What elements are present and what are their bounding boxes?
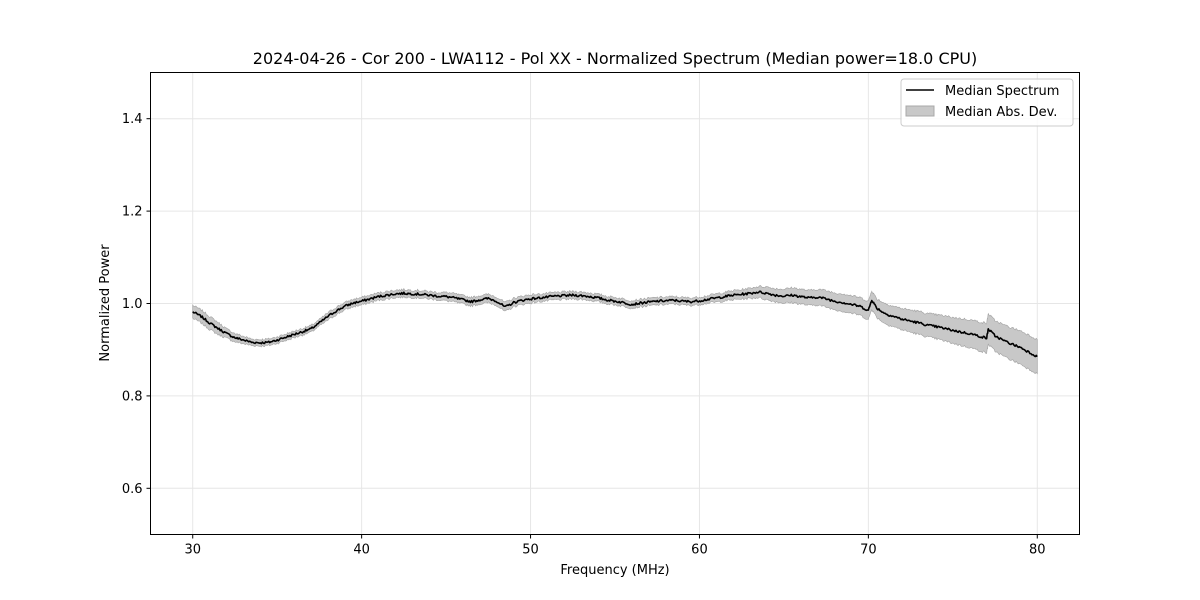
- x-axis-label: Frequency (MHz): [560, 563, 669, 578]
- y-tick-label: 0.6: [122, 482, 143, 497]
- x-tick-label: 60: [691, 543, 708, 558]
- y-tick-label: 1.4: [122, 112, 143, 127]
- x-axis: 30 40 50 60 70 80: [184, 534, 1046, 558]
- mad-band: [192, 285, 1038, 375]
- x-tick-label: 80: [1029, 543, 1046, 558]
- legend-box: [900, 78, 1074, 127]
- legend-band-swatch: [905, 105, 935, 117]
- chart-title: 2024-04-26 - Cor 200 - LWA112 - Pol XX -…: [253, 49, 977, 68]
- median-line-group: [192, 290, 1038, 358]
- y-tick-label: 1.0: [122, 297, 143, 312]
- legend: Median Spectrum Median Abs. Dev.: [900, 78, 1074, 127]
- y-tick-label: 1.2: [122, 205, 143, 220]
- y-tick-label: 0.8: [122, 389, 143, 404]
- x-tick-label: 50: [522, 543, 539, 558]
- x-tick-label: 70: [860, 543, 877, 558]
- y-axis-label: Normalized Power: [98, 244, 113, 362]
- median-spectrum-line: [192, 290, 1038, 358]
- legend-median-spectrum: Median Spectrum: [945, 84, 1059, 99]
- y-axis: 0.6 0.8 1.0 1.2 1.4: [122, 112, 151, 497]
- x-tick-label: 40: [353, 543, 370, 558]
- mad-band-group: [192, 285, 1038, 375]
- legend-median-abs-dev: Median Abs. Dev.: [945, 105, 1057, 120]
- x-tick-label: 30: [184, 543, 201, 558]
